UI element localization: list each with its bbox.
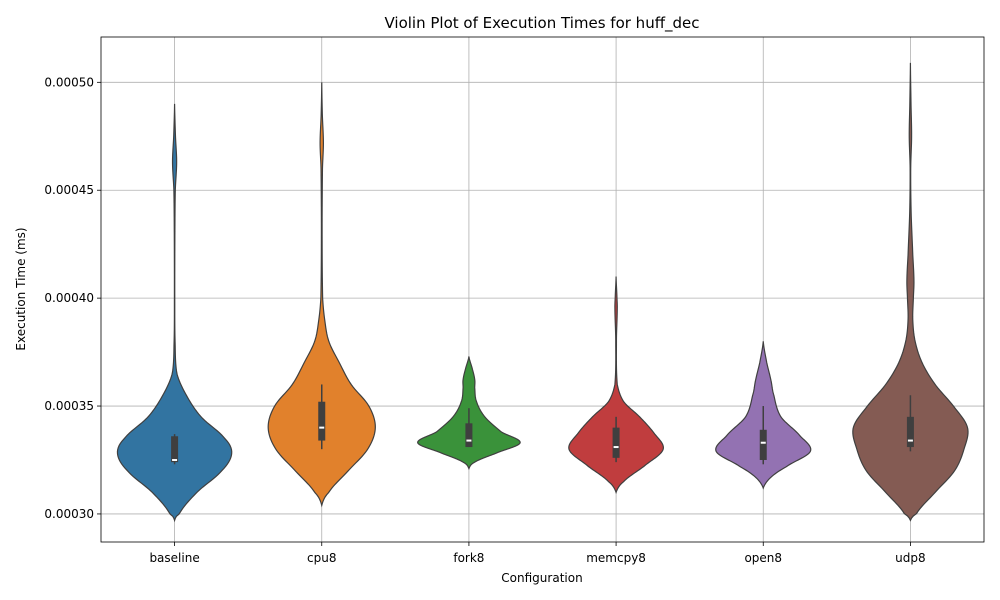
x-tick-label: open8	[744, 551, 782, 565]
x-tick-label: baseline	[149, 551, 199, 565]
x-axis: baseline cpu8 fork8 memcpy8 open8 udp8	[149, 542, 926, 565]
x-tick-label: fork8	[453, 551, 484, 565]
violin-body-memcpy8	[568, 276, 664, 495]
x-tick-label: cpu8	[307, 551, 336, 565]
x-tick-label: udp8	[895, 551, 925, 565]
y-tick-label: 0.00045	[44, 183, 94, 197]
violin-body-udp8	[852, 62, 969, 522]
y-tick-label: 0.00035	[44, 399, 94, 413]
violin-iqr-open8	[759, 429, 767, 460]
x-tick-label: memcpy8	[586, 551, 646, 565]
violin-body-baseline	[116, 103, 233, 523]
violin-iqr-cpu8	[318, 401, 326, 441]
y-axis: 0.00030 0.00035 0.00040 0.00045 0.00050	[44, 75, 101, 521]
plot-area	[100, 36, 985, 543]
y-tick-label: 0.00030	[44, 507, 94, 521]
chart-title: Violin Plot of Execution Times for huff_…	[384, 14, 699, 33]
violin-body-cpu8	[267, 82, 376, 508]
violin-iqr-fork8	[465, 423, 473, 448]
violin-iqr-udp8	[906, 416, 914, 448]
y-tick-label: 0.00050	[44, 75, 94, 89]
y-axis-label: Execution Time (ms)	[14, 227, 28, 350]
violin-iqr-memcpy8	[612, 427, 620, 458]
y-tick-label: 0.00040	[44, 291, 94, 305]
axes-frame	[100, 36, 985, 543]
violin-iqr-baseline	[171, 436, 179, 463]
x-axis-label: Configuration	[501, 571, 582, 585]
